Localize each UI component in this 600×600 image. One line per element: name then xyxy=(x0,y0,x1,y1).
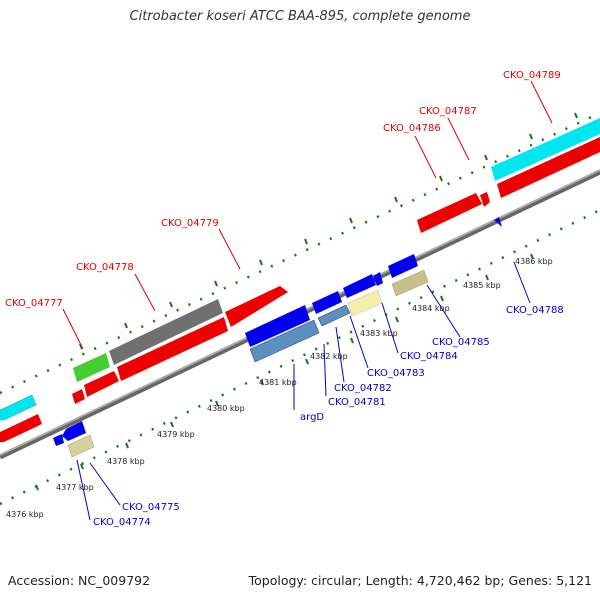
cds-feature[interactable] xyxy=(312,291,342,314)
gene-label: CKO_04781 xyxy=(328,397,386,408)
reverse-strand[interactable] xyxy=(53,217,502,458)
genome-summary: Topology: circular; Length: 4,720,462 bp… xyxy=(248,573,592,588)
gene-label: argD xyxy=(300,412,324,423)
gene-label: CKO_04774 xyxy=(93,517,151,528)
forward-major-ticks xyxy=(79,112,578,350)
misc-feature[interactable] xyxy=(391,269,429,297)
selected-feature[interactable] xyxy=(249,319,320,363)
tick-label: 4377 kbp xyxy=(56,483,94,492)
cds-feature[interactable] xyxy=(62,421,86,441)
cds-feature[interactable] xyxy=(72,389,85,404)
rrna-feature[interactable] xyxy=(491,118,600,181)
gene-label: CKO_04789 xyxy=(503,70,561,81)
gene-label: CKO_04788 xyxy=(506,305,564,316)
gene-label: CKO_04778 xyxy=(76,262,134,273)
cds-feature[interactable] xyxy=(497,137,600,198)
tick-label: 4383 kbp xyxy=(360,329,398,338)
accession-label: Accession: NC_009792 xyxy=(8,573,151,588)
gene-label: CKO_04785 xyxy=(432,337,490,348)
reverse-major-ticks xyxy=(35,253,534,491)
forward-strand[interactable] xyxy=(0,118,600,442)
forward-labels: CKO_04777 CKO_04778 CKO_04779 CKO_04786 … xyxy=(5,70,561,309)
rrna-feature[interactable] xyxy=(0,394,37,421)
gene-label: CKO_04786 xyxy=(383,123,441,134)
tick-label: 4384 kbp xyxy=(412,304,450,313)
tick-labels: 4376 kbp 4377 kbp 4378 kbp 4379 kbp 4380… xyxy=(6,257,553,519)
gene-label: CKO_04779 xyxy=(161,218,219,229)
cds-feature[interactable] xyxy=(0,414,42,442)
reverse-labels: argD CKO_04781 CKO_04782 CKO_04783 CKO_0… xyxy=(93,305,564,528)
gene-label: CKO_04787 xyxy=(419,106,477,117)
reverse-leaders xyxy=(76,261,531,521)
cds-feature[interactable] xyxy=(373,272,383,286)
map-title: Citrobacter koseri ATCC BAA-895, complet… xyxy=(129,9,471,24)
cds-feature[interactable] xyxy=(388,254,418,278)
gene-label: CKO_04782 xyxy=(334,383,392,394)
selected-feature[interactable] xyxy=(317,304,351,327)
tick-label: 4382 kbp xyxy=(310,352,348,361)
cds-feature[interactable] xyxy=(480,192,490,207)
gene-label: CKO_04777 xyxy=(5,298,63,309)
tick-label: 4380 kbp xyxy=(207,404,245,413)
pseudo-feature[interactable] xyxy=(109,299,223,365)
tick-label: 4386 kbp xyxy=(515,257,553,266)
cds-feature[interactable] xyxy=(245,305,310,347)
gene-label: CKO_04775 xyxy=(122,502,180,513)
tick-label: 4385 kbp xyxy=(463,281,501,290)
gene-label: CKO_04784 xyxy=(400,351,458,362)
tick-label: 4376 kbp xyxy=(6,510,44,519)
cds-feature[interactable] xyxy=(494,217,502,227)
trna-feature[interactable] xyxy=(73,353,110,382)
misc-feature[interactable] xyxy=(67,434,95,458)
cds-feature[interactable] xyxy=(225,286,288,327)
cds-feature[interactable] xyxy=(417,193,482,233)
forward-tick-row xyxy=(0,111,600,395)
tick-label: 4381 kbp xyxy=(259,378,297,387)
gene-label: CKO_04783 xyxy=(367,368,425,379)
reverse-tick-row xyxy=(0,208,600,506)
cds-feature[interactable] xyxy=(343,274,376,298)
cds-feature[interactable] xyxy=(53,434,64,446)
tick-label: 4378 kbp xyxy=(107,457,145,466)
forward-leaders xyxy=(62,80,553,350)
tick-label: 4379 kbp xyxy=(157,430,195,439)
cds-feature[interactable] xyxy=(117,317,228,381)
cds-feature[interactable] xyxy=(84,371,119,397)
